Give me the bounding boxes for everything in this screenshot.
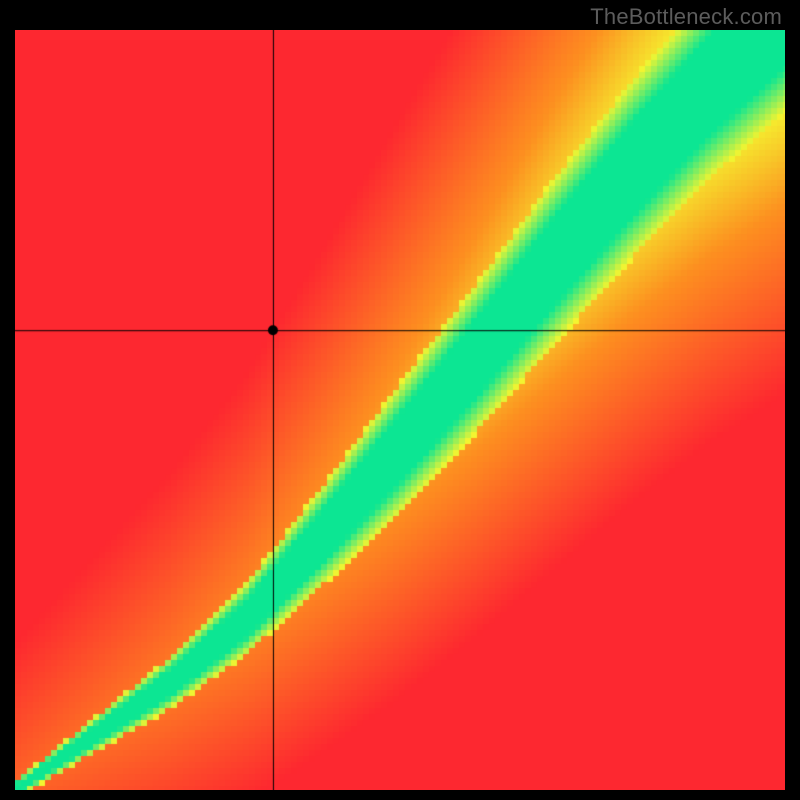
bottleneck-heatmap <box>15 30 785 790</box>
watermark-text: TheBottleneck.com <box>590 4 782 30</box>
chart-container: TheBottleneck.com <box>0 0 800 800</box>
